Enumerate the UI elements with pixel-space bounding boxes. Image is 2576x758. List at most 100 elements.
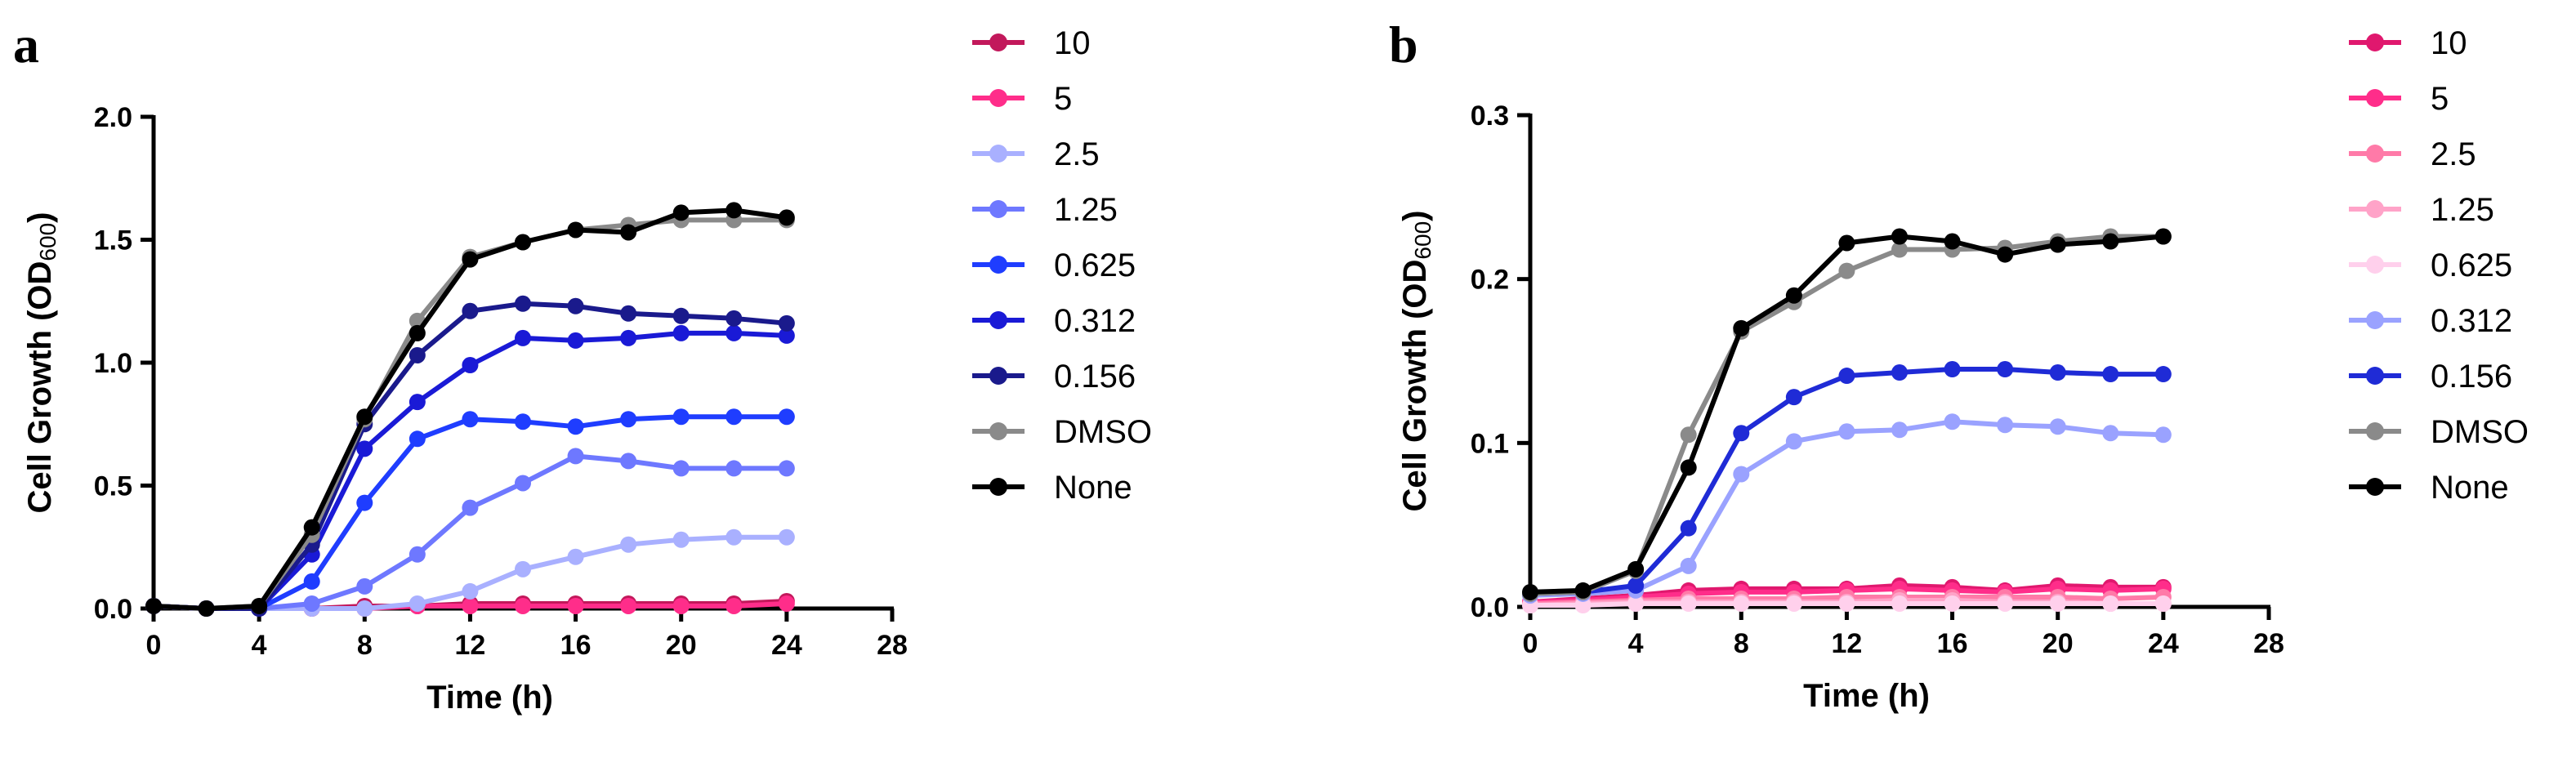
legend-swatch-marker [989,478,1007,496]
data-point [778,408,795,426]
data-point [1944,361,1961,378]
legend-item: DMSO [972,414,1152,450]
data-point [672,460,690,477]
legend-swatch-marker [989,145,1007,163]
legend-item: DMSO [2349,414,2529,450]
data-point [1944,233,1961,250]
legend-item: 0.156 [972,359,1136,395]
x-tick-label: 8 [1734,628,1749,659]
legend-label: 0.312 [1054,303,1136,339]
series-None [1522,228,2172,600]
data-point [1522,583,1538,600]
data-point [303,519,320,536]
y-axis-title-close: ) [1397,211,1433,221]
x-tick-label: 4 [1628,628,1644,659]
y-tick-label: 0.5 [94,471,132,502]
x-tick-label: 28 [2253,628,2284,659]
legend-label: 1.25 [2431,192,2494,228]
data-point [1680,595,1697,612]
data-point [356,577,373,595]
legend-label: 2.5 [2431,136,2476,172]
series-line [1529,367,2163,596]
x-axis-title: Time (h) [426,680,553,716]
x-tick-label: 0 [1523,628,1538,659]
legend-label: None [1054,470,1132,506]
legend-label: 0.312 [2431,303,2512,339]
data-point [672,324,690,341]
legend-label: 2.5 [1054,136,1100,172]
data-point [2154,366,2172,383]
data-point [1838,423,1855,440]
data-point [2154,426,2172,444]
data-point [2049,418,2066,435]
data-point [1627,595,1645,612]
data-point [1733,425,1750,442]
data-point [1680,557,1697,574]
legend-item: 5 [2349,81,2449,117]
legend-label: 0.625 [2431,247,2512,283]
series-0.312 [145,324,795,617]
data-point [1627,577,1645,594]
data-point [1997,246,2014,263]
data-point [1838,595,1855,612]
data-point [1997,361,2014,378]
legend-swatch-marker [2366,33,2384,51]
data-point [303,573,320,590]
legend-swatch-marker [989,256,1007,274]
data-point [1838,234,1855,252]
legend-item: 10 [2349,25,2467,61]
data-point [1733,595,1750,612]
legend-item: None [2349,470,2509,506]
data-point [1680,426,1697,444]
data-point [515,234,531,251]
legend-swatch-marker [2366,478,2384,496]
x-tick-label: 16 [560,630,592,661]
data-point [462,302,479,319]
data-point [515,295,531,312]
data-point [725,460,743,477]
y-axis-title-main: Cell Growth (OD [22,261,58,514]
legend-label: 5 [1054,81,1072,117]
y-tick-label: 1.5 [94,225,132,256]
data-point [515,597,531,614]
data-point [2049,364,2066,381]
data-point [2102,595,2119,612]
series-0.156 [1522,361,2172,602]
legend-swatch-marker [989,33,1007,51]
data-point [356,494,373,511]
y-tick-label: 0.3 [1471,100,1509,132]
legend-item: 0.625 [972,247,1136,283]
x-tick-label: 12 [455,630,486,661]
data-point [515,413,531,430]
legend-label: 10 [2431,25,2467,61]
legend-swatch-marker [2366,89,2384,107]
series-line [1529,234,2163,596]
x-axis-title: Time (h) [1803,678,1930,714]
data-point [725,528,743,546]
chart-panel-b: 0.0 0.1 0.2 0.3 0 4 8 12 16 20 24 28 Time (h) Cell Gr… [1397,25,2529,714]
data-point [1574,582,1592,599]
legend-item: None [972,470,1132,506]
legend-item: 0.625 [2349,247,2512,283]
data-point [1997,417,2014,434]
chart-panel-a: 0.0 0.5 1.0 1.5 2.0 0 4 8 12 16 20 24 28 Time (h) Cell… [22,25,1152,716]
data-point [567,418,584,435]
legend-label: 5 [2431,81,2449,117]
data-point [2154,228,2172,245]
series-line [153,207,788,611]
data-point [462,499,479,516]
legend-item: 0.312 [2349,303,2512,339]
data-point [620,597,637,614]
data-point [620,411,637,428]
data-point [567,297,584,314]
x-tick-label: 24 [771,630,802,661]
y-axis-title-subscript: 600 [35,223,60,261]
data-point [303,595,320,612]
data-point [778,314,795,332]
data-point [462,597,479,614]
data-point [725,597,743,614]
data-point [672,597,690,614]
data-point [1997,595,2014,612]
data-point [1785,389,1802,406]
